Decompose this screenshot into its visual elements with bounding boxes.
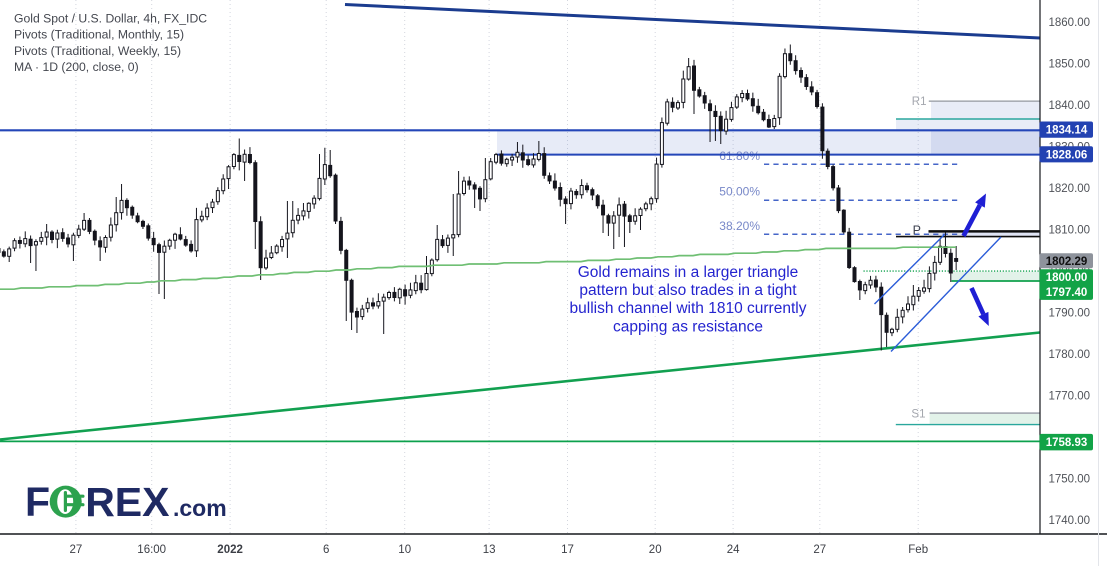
svg-text:27: 27 bbox=[813, 544, 826, 556]
svg-text:2022: 2022 bbox=[217, 544, 243, 556]
svg-text:6: 6 bbox=[323, 544, 329, 556]
svg-text:P: P bbox=[913, 223, 921, 237]
svg-text:61.80%: 61.80% bbox=[719, 149, 760, 163]
svg-text:1797.40: 1797.40 bbox=[1046, 287, 1088, 299]
svg-text:Pivots (Traditional, Weekly, 1: Pivots (Traditional, Weekly, 15) bbox=[14, 44, 181, 58]
svg-text:R1: R1 bbox=[912, 96, 927, 108]
svg-text:17: 17 bbox=[561, 544, 574, 556]
svg-text:1790.00: 1790.00 bbox=[1049, 307, 1091, 319]
svg-text:1840.00: 1840.00 bbox=[1049, 100, 1091, 112]
svg-text:10: 10 bbox=[398, 544, 411, 556]
svg-text:MA · 1D (200, close, 0): MA · 1D (200, close, 0) bbox=[14, 60, 139, 74]
svg-text:pattern but also trades in a t: pattern but also trades in a tight bbox=[579, 282, 797, 299]
svg-text:.com: .com bbox=[173, 495, 227, 521]
svg-text:1820.00: 1820.00 bbox=[1049, 183, 1091, 195]
svg-text:1750.00: 1750.00 bbox=[1049, 473, 1091, 485]
svg-text:F: F bbox=[25, 479, 50, 525]
svg-text:1810.00: 1810.00 bbox=[1049, 224, 1091, 236]
svg-text:38.20%: 38.20% bbox=[719, 219, 760, 233]
svg-text:13: 13 bbox=[483, 544, 496, 556]
svg-text:S1: S1 bbox=[911, 409, 925, 421]
svg-text:1780.00: 1780.00 bbox=[1049, 349, 1091, 361]
svg-text:20: 20 bbox=[649, 544, 662, 556]
svg-text:50.00%: 50.00% bbox=[719, 185, 760, 199]
svg-text:REX: REX bbox=[85, 479, 169, 525]
svg-text:1758.93: 1758.93 bbox=[1046, 437, 1088, 449]
svg-text:Gold Spot / U.S. Dollar, 4h, F: Gold Spot / U.S. Dollar, 4h, FX_IDC bbox=[14, 11, 207, 25]
svg-text:24: 24 bbox=[727, 544, 740, 556]
svg-text:1834.14: 1834.14 bbox=[1046, 125, 1088, 137]
svg-text:bullish channel with 1810 curr: bullish channel with 1810 currently bbox=[570, 300, 807, 317]
svg-text:1860.00: 1860.00 bbox=[1049, 17, 1091, 29]
svg-text:1770.00: 1770.00 bbox=[1049, 390, 1091, 402]
svg-text:Gold remains in a larger trian: Gold remains in a larger triangle bbox=[578, 264, 799, 281]
svg-text:1850.00: 1850.00 bbox=[1049, 58, 1091, 70]
svg-text:1828.06: 1828.06 bbox=[1046, 149, 1088, 161]
svg-text:capping as resistance: capping as resistance bbox=[613, 318, 763, 335]
svg-text:1740.00: 1740.00 bbox=[1049, 515, 1091, 527]
svg-text:16:00: 16:00 bbox=[137, 544, 166, 556]
svg-text:1802.29: 1802.29 bbox=[1046, 256, 1088, 268]
svg-text:Feb: Feb bbox=[908, 544, 928, 556]
svg-text:27: 27 bbox=[70, 544, 83, 556]
svg-text:1800.00: 1800.00 bbox=[1046, 272, 1088, 284]
svg-text:Pivots (Traditional, Monthly,: Pivots (Traditional, Monthly, 15) bbox=[14, 28, 184, 42]
